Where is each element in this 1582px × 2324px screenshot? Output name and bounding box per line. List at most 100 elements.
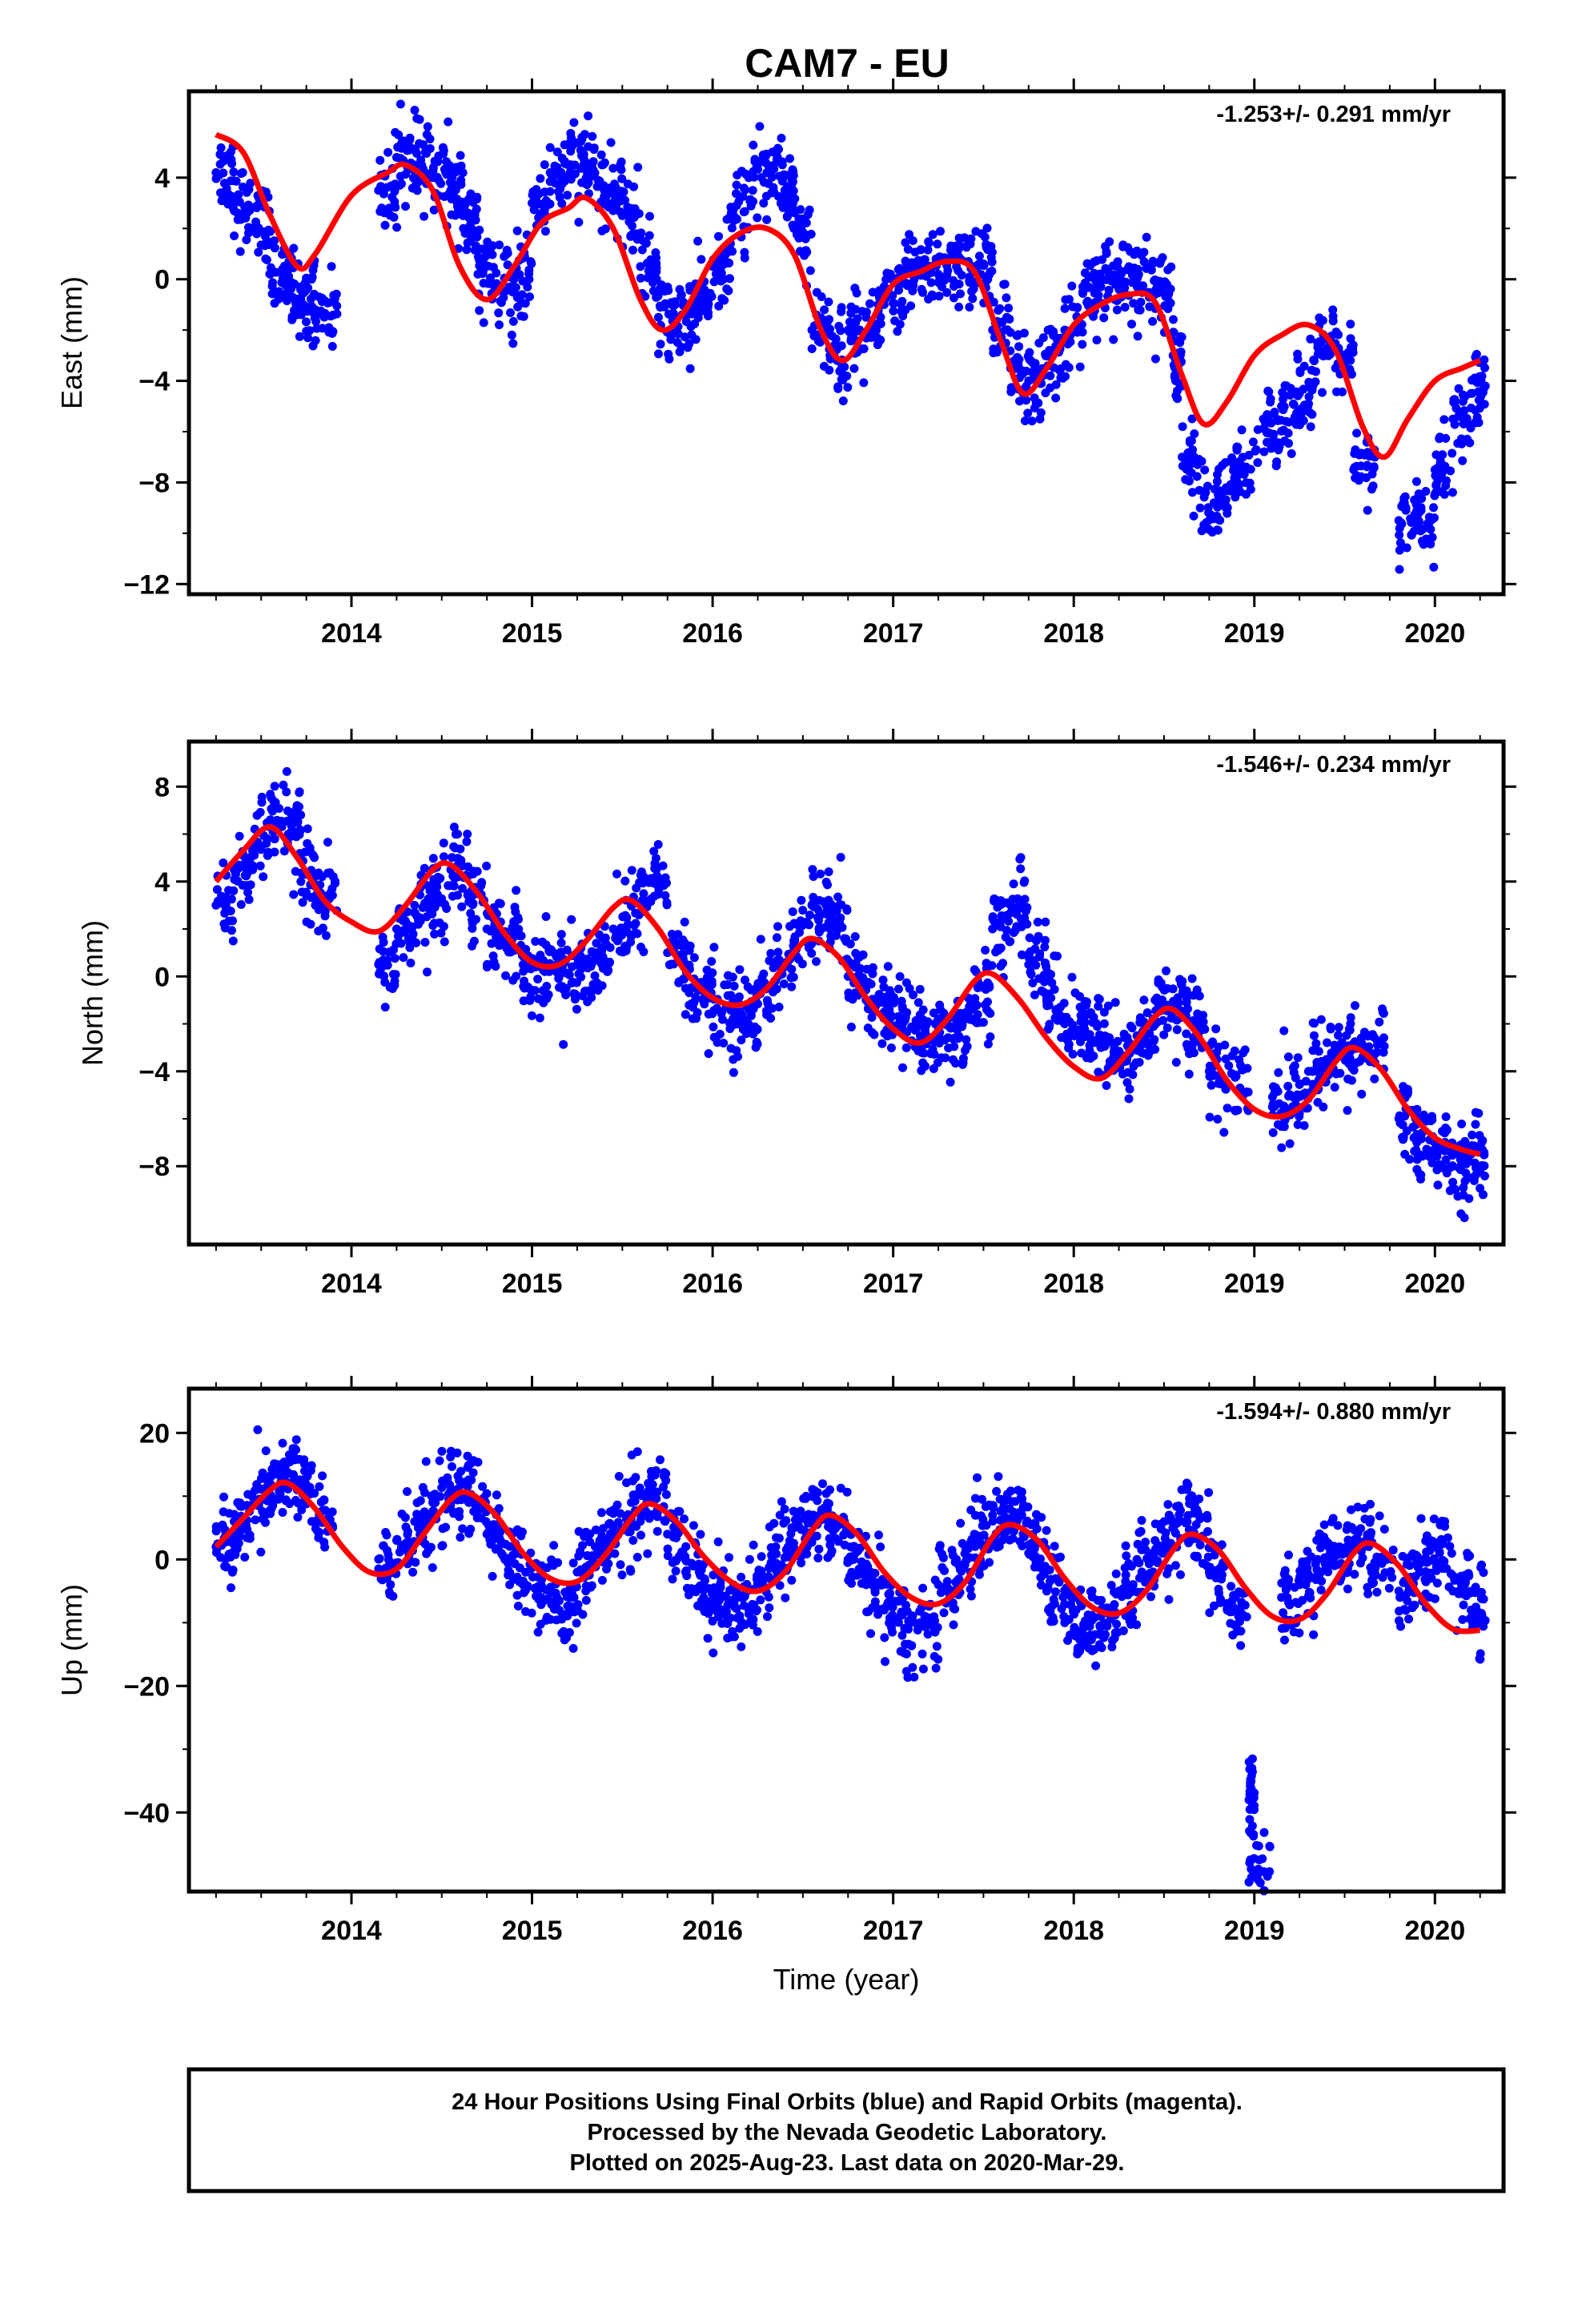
- north-data-point: [567, 979, 576, 987]
- east-data-point: [1251, 446, 1260, 456]
- east-panel: 2014 2015 2016 2017 2018 2019 202040−4−8−12Eas…: [55, 78, 1516, 649]
- north-data-point: [1453, 1192, 1463, 1201]
- east-data-point: [901, 305, 910, 315]
- up-data-point: [659, 1482, 669, 1492]
- east-data-point: [236, 169, 246, 179]
- north-data-point: [869, 1030, 879, 1039]
- north-data-point: [1064, 1043, 1074, 1053]
- north-data-point: [1139, 995, 1149, 1005]
- up-data-point: [412, 1498, 422, 1507]
- north-data-point: [725, 1024, 735, 1033]
- up-data-point: [448, 1462, 456, 1471]
- up-data-point: [744, 1609, 753, 1618]
- north-data-point: [837, 900, 846, 910]
- north-data-point: [789, 919, 799, 928]
- north-data-point: [468, 900, 477, 910]
- east-data-point: [1169, 315, 1178, 324]
- east-data-point: [1067, 281, 1077, 291]
- north-data-point: [576, 972, 586, 982]
- north-data-point: [439, 852, 448, 862]
- north-data-point: [374, 960, 383, 969]
- north-data-point: [1012, 910, 1022, 919]
- north-data-point: [850, 932, 860, 941]
- panels: 2014 2015 2016 2017 2018 2019 202040−4−8−12Eas…: [55, 78, 1516, 1996]
- north-data-point: [1024, 949, 1034, 959]
- north-data-point: [709, 943, 719, 952]
- east-data-point: [636, 228, 646, 238]
- east-data-point: [670, 297, 680, 307]
- north-data-point: [631, 919, 640, 928]
- north-data-point: [1162, 966, 1170, 975]
- east-data-point: [901, 265, 910, 275]
- north-data-point: [674, 978, 684, 987]
- east-data-point: [935, 252, 945, 262]
- east-data-point: [1421, 534, 1431, 544]
- east-data-point: [470, 211, 480, 220]
- east-x-tick-label: 2016: [682, 618, 743, 649]
- east-data-point: [933, 239, 942, 249]
- east-data-point: [732, 189, 741, 199]
- north-data-point: [600, 933, 610, 943]
- north-data-point: [255, 861, 265, 870]
- north-data-point: [414, 919, 423, 929]
- north-data-point: [773, 922, 782, 931]
- up-data-point: [536, 1593, 546, 1602]
- east-data-point: [216, 188, 225, 198]
- east-data-point: [1313, 338, 1323, 348]
- up-data-point: [749, 1540, 758, 1550]
- east-data-point: [901, 258, 911, 267]
- east-data-point: [1363, 505, 1372, 515]
- north-data-point: [1040, 943, 1050, 951]
- north-data-point: [491, 962, 500, 971]
- north-data-point: [436, 928, 446, 938]
- east-rate-label: -1.253+/- 0.291 mm/yr: [1216, 102, 1451, 127]
- east-data-point: [311, 305, 320, 315]
- east-data-point: [1246, 485, 1255, 494]
- north-data-point: [685, 946, 694, 955]
- up-data-point: [278, 1466, 287, 1476]
- east-data-point: [584, 111, 593, 121]
- east-data-point: [893, 265, 903, 274]
- east-data-point: [1282, 381, 1291, 391]
- north-data-point: [255, 807, 265, 817]
- north-data-point: [282, 787, 291, 797]
- north-data-point: [580, 987, 590, 996]
- north-data-point: [1016, 853, 1026, 862]
- north-data-point: [270, 847, 279, 857]
- north-data-point: [1442, 1168, 1452, 1178]
- up-data-point: [379, 1541, 388, 1550]
- east-data-point: [698, 306, 708, 316]
- east-data-point: [1346, 343, 1355, 352]
- east-data-point: [633, 163, 643, 172]
- north-data-point: [296, 877, 306, 887]
- up-data-point: [596, 1508, 606, 1518]
- east-data-point: [680, 332, 689, 342]
- up-data-point: [574, 1526, 584, 1536]
- east-data-point: [846, 302, 856, 312]
- east-data-point: [456, 151, 465, 160]
- north-data-point: [458, 883, 468, 893]
- east-data-point: [807, 344, 817, 353]
- north-data-point: [391, 924, 401, 934]
- north-data-point: [1312, 1058, 1322, 1067]
- north-data-point: [390, 976, 400, 986]
- north-data-point: [243, 887, 252, 897]
- east-data-point: [488, 250, 497, 259]
- north-data-point: [901, 978, 911, 987]
- east-data-point: [1293, 349, 1303, 359]
- east-data-point: [1279, 394, 1288, 404]
- east-data-point: [987, 267, 997, 275]
- east-data-point: [833, 382, 843, 392]
- up-data-point: [278, 1438, 287, 1448]
- east-data-point: [556, 171, 565, 180]
- north-data-point: [958, 1058, 968, 1068]
- north-data-point: [867, 1012, 877, 1022]
- east-data-point: [725, 274, 734, 283]
- north-data-point: [1231, 1106, 1240, 1116]
- north-data-point: [572, 1004, 581, 1014]
- east-data-point: [740, 247, 749, 257]
- up-data-point: [614, 1472, 624, 1481]
- east-data-point: [1459, 419, 1468, 428]
- east-data-point: [1150, 354, 1160, 364]
- east-data-point: [475, 306, 484, 316]
